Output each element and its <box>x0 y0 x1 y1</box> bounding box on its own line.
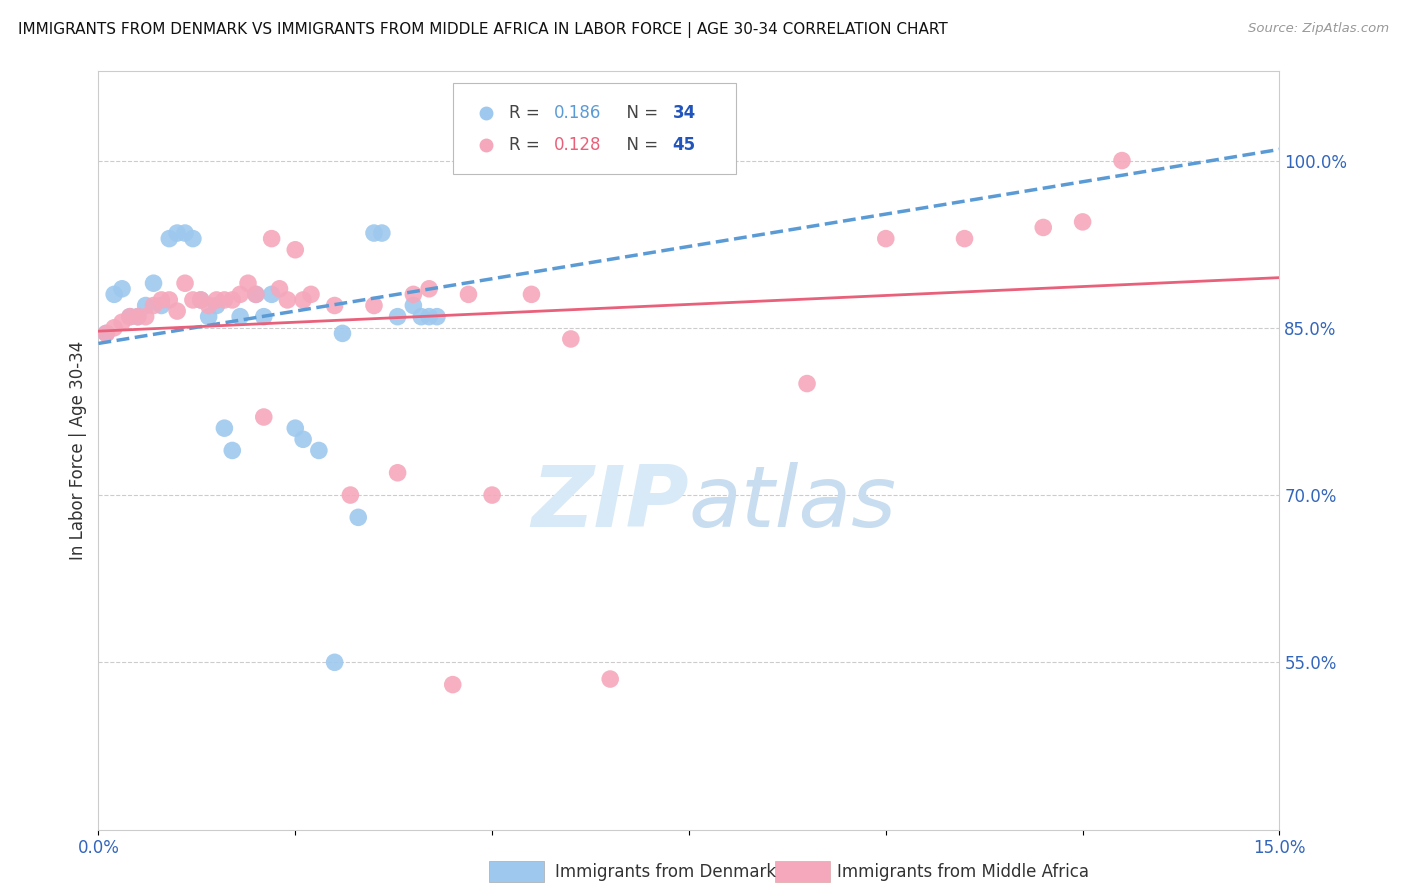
Point <box>197 299 219 313</box>
Point <box>441 678 464 692</box>
Point <box>166 304 188 318</box>
Point <box>269 282 291 296</box>
Point <box>599 672 621 686</box>
Point <box>387 310 409 324</box>
Point <box>402 299 425 313</box>
Point <box>323 299 346 313</box>
Point <box>347 510 370 524</box>
Point <box>284 421 307 435</box>
Point <box>96 326 118 341</box>
Point <box>457 287 479 301</box>
Point <box>284 243 307 257</box>
Point <box>150 293 173 307</box>
Point <box>339 488 361 502</box>
Point <box>245 287 267 301</box>
Point <box>953 232 976 246</box>
Point <box>260 232 283 246</box>
Point <box>190 293 212 307</box>
Text: Immigrants from Denmark: Immigrants from Denmark <box>555 863 776 881</box>
Point <box>205 299 228 313</box>
Point <box>157 232 180 246</box>
Point <box>323 656 346 670</box>
Point <box>292 433 315 447</box>
Point <box>174 277 197 291</box>
Point <box>150 299 173 313</box>
Point <box>363 299 385 313</box>
Point <box>221 293 243 307</box>
Point <box>127 310 149 324</box>
Text: Source: ZipAtlas.com: Source: ZipAtlas.com <box>1249 22 1389 36</box>
Point <box>1032 220 1054 235</box>
Text: 0.128: 0.128 <box>554 136 602 154</box>
Point <box>387 466 409 480</box>
Point <box>418 310 440 324</box>
Point <box>118 310 141 324</box>
Point <box>127 310 149 324</box>
Text: N =: N = <box>616 136 664 154</box>
Point <box>332 326 354 341</box>
Point <box>142 299 165 313</box>
Point <box>411 310 433 324</box>
Point <box>96 326 118 341</box>
Point <box>560 332 582 346</box>
Point <box>292 293 315 307</box>
Point <box>875 232 897 246</box>
Point <box>276 293 298 307</box>
Point <box>197 310 219 324</box>
Point <box>174 226 197 240</box>
Point <box>157 293 180 307</box>
Y-axis label: In Labor Force | Age 30-34: In Labor Force | Age 30-34 <box>69 341 87 560</box>
Point <box>214 421 236 435</box>
Point <box>118 310 141 324</box>
Point <box>111 282 134 296</box>
Point <box>181 293 204 307</box>
Point <box>299 287 322 301</box>
Point <box>190 293 212 307</box>
Point <box>308 443 330 458</box>
Point <box>426 310 449 324</box>
Point <box>1111 153 1133 168</box>
FancyBboxPatch shape <box>453 83 737 174</box>
Text: 45: 45 <box>672 136 696 154</box>
Point <box>142 277 165 291</box>
Point <box>371 226 394 240</box>
Point <box>402 287 425 301</box>
Point <box>181 232 204 246</box>
Point <box>236 277 259 291</box>
Point <box>253 310 276 324</box>
Point <box>253 410 276 425</box>
Text: ZIP: ZIP <box>531 462 689 545</box>
Point <box>103 321 125 335</box>
FancyBboxPatch shape <box>489 861 544 882</box>
Text: 34: 34 <box>672 104 696 122</box>
Text: atlas: atlas <box>689 462 897 545</box>
Point <box>166 226 188 240</box>
Point <box>481 488 503 502</box>
Text: R =: R = <box>509 104 546 122</box>
Point <box>1071 215 1094 229</box>
Text: IMMIGRANTS FROM DENMARK VS IMMIGRANTS FROM MIDDLE AFRICA IN LABOR FORCE | AGE 30: IMMIGRANTS FROM DENMARK VS IMMIGRANTS FR… <box>18 22 948 38</box>
Text: N =: N = <box>616 104 664 122</box>
Point <box>260 287 283 301</box>
Point <box>205 293 228 307</box>
Point <box>103 287 125 301</box>
Point <box>229 310 252 324</box>
Point <box>418 282 440 296</box>
Point <box>221 443 243 458</box>
Point <box>229 287 252 301</box>
Point <box>111 315 134 329</box>
Point <box>520 287 543 301</box>
Text: R =: R = <box>509 136 546 154</box>
Point <box>214 293 236 307</box>
FancyBboxPatch shape <box>775 861 830 882</box>
Point <box>135 310 157 324</box>
Point <box>363 226 385 240</box>
Text: Immigrants from Middle Africa: Immigrants from Middle Africa <box>837 863 1088 881</box>
Point <box>245 287 267 301</box>
Point <box>135 299 157 313</box>
Point <box>796 376 818 391</box>
Text: 0.186: 0.186 <box>554 104 602 122</box>
